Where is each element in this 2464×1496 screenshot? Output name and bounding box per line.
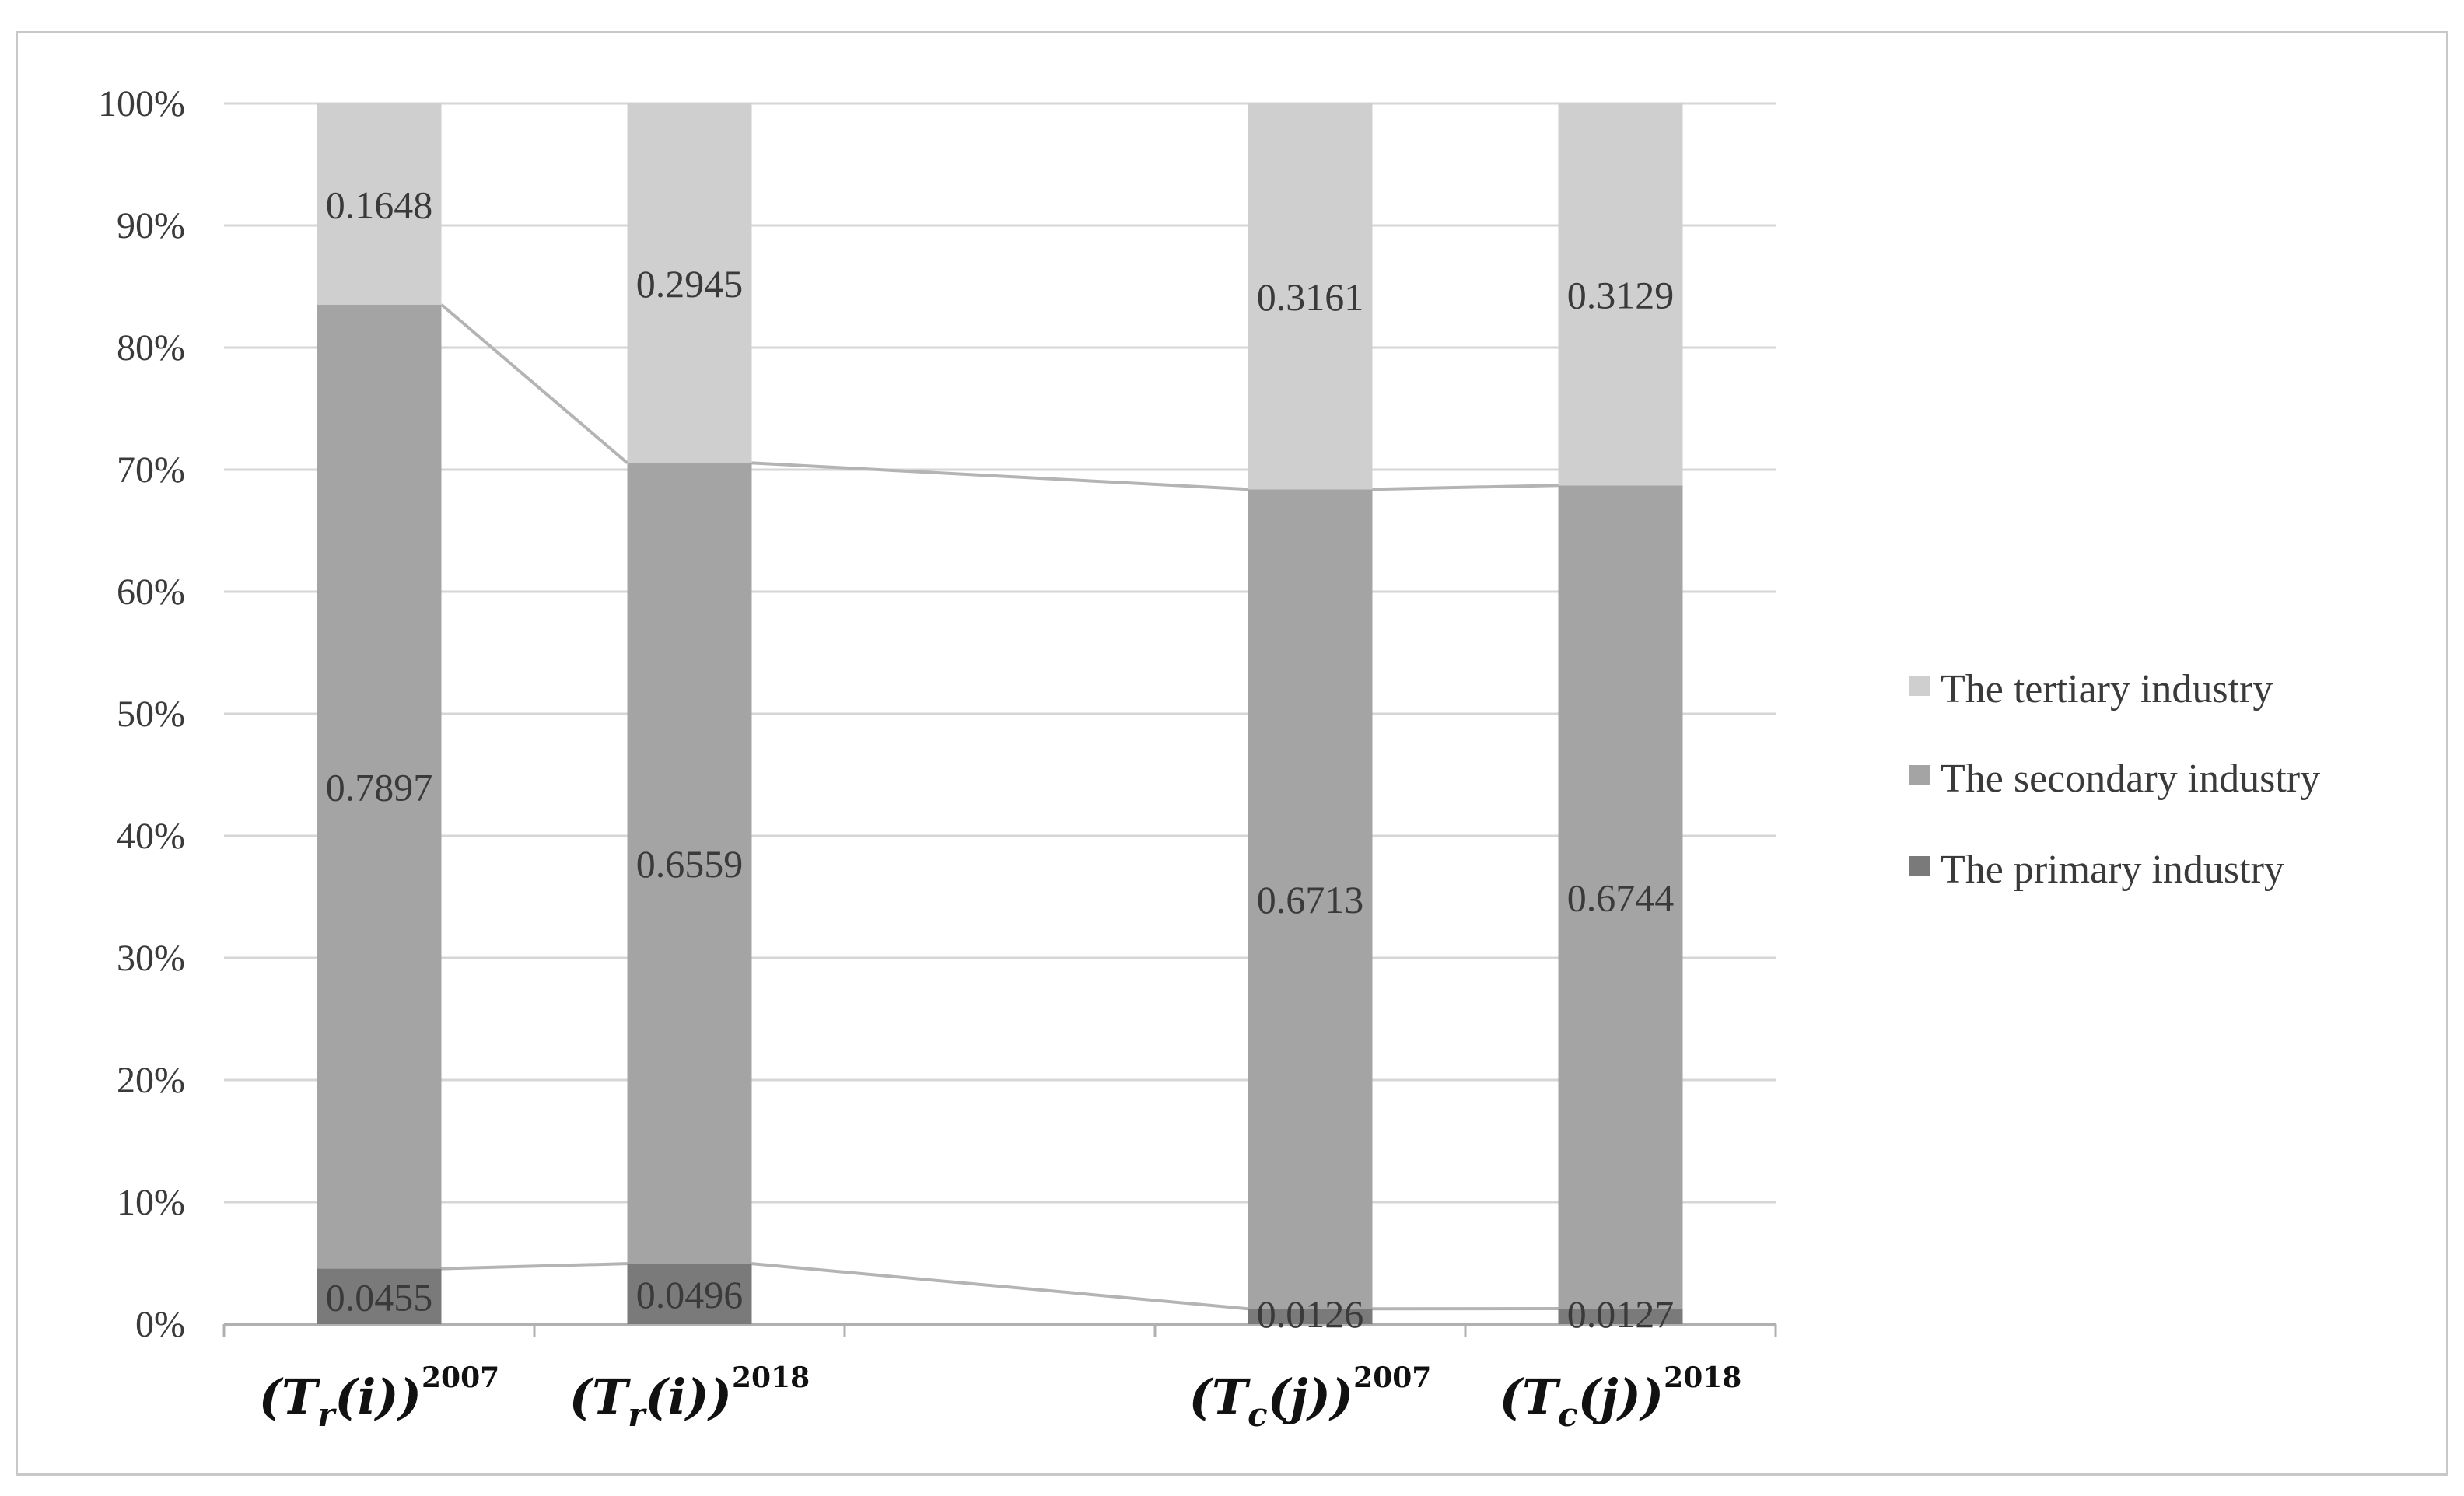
series-line [751,461,1248,491]
y-tick-label: 50% [117,694,185,735]
data-label: 0.2945 [636,262,744,306]
legend-swatch [1909,765,1930,785]
y-tick-label: 10% [117,1182,185,1223]
data-label: 0.6713 [1257,878,1364,921]
category-label: (Tc(j))2007 [1189,1361,1432,1434]
bar-segment-the-primary-industry [1248,1309,1373,1324]
bar-segment-the-primary-industry [1558,1309,1683,1324]
legend-swatch [1909,676,1930,696]
bar-segment-the-tertiary-industry [627,103,752,463]
y-tick-label: 80% [117,327,185,369]
y-tick-label: 70% [117,449,185,491]
chart-frame: 0% 10% 20% 30% 40% 50% 60% 70% 80% 90% 100% 0.0455 0… [16,31,2448,1476]
y-tick-label: 60% [117,571,185,613]
bar-segment-the-secondary-industry [1558,485,1683,1309]
y-tick-label: 0% [135,1304,185,1345]
bar-segment-the-primary-industry [317,1268,442,1324]
bar-segment-the-primary-industry [627,1264,752,1324]
y-tick-label: 100% [98,83,185,124]
bar-segment-the-tertiary-industry [1558,103,1683,486]
bar-segment-the-tertiary-industry [1248,103,1373,490]
stacked-bar-chart: 0% 10% 20% 30% 40% 50% 60% 70% 80% 90% 100% 0.0455 0… [98,83,2320,1434]
data-label: 0.6559 [636,842,744,886]
series-line [751,1262,1248,1311]
bar-segment-the-tertiary-industry [317,103,442,305]
category-label: (Tr(i))2018 [569,1361,810,1434]
data-label: 0.3161 [1257,275,1364,319]
bar-segment-the-secondary-industry [627,463,752,1264]
legend-swatch [1909,856,1930,876]
y-tick-label: 20% [117,1060,185,1101]
category-label: (Tc(j))2018 [1500,1361,1742,1434]
data-label: 0.0127 [1567,1292,1675,1336]
data-label: 0.0126 [1257,1292,1364,1336]
y-tick-label: 90% [117,205,185,246]
data-label: 0.7897 [326,766,433,809]
series-line [441,1262,628,1271]
data-label: 0.0455 [326,1275,433,1319]
data-label: 0.0496 [636,1273,744,1316]
legend-label: The primary industry [1941,848,2284,892]
y-tick-label: 40% [117,816,185,857]
data-label: 0.1648 [326,183,433,226]
bar-segment-the-secondary-industry [1248,489,1373,1309]
legend-label: The tertiary industry [1941,667,2273,711]
bar-segment-the-secondary-industry [317,304,442,1269]
y-tick-label: 30% [117,938,185,979]
series-line [440,303,628,464]
category-label: (Tr(i))2007 [259,1361,499,1434]
data-label: 0.3129 [1567,274,1675,317]
legend-label: The secondary industry [1941,757,2320,801]
data-label: 0.6744 [1567,876,1675,920]
series-line [1372,484,1559,491]
